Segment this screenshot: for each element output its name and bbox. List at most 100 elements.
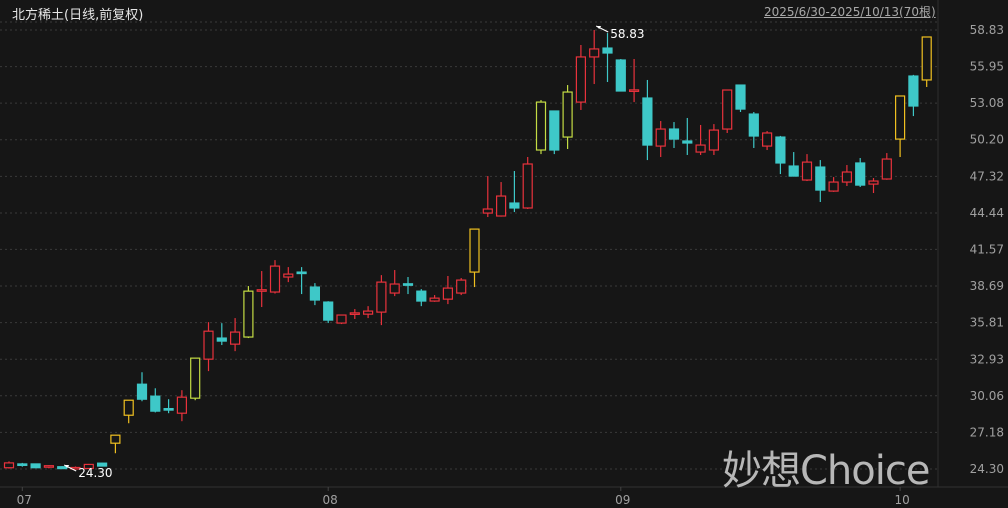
- candle: [402, 277, 414, 295]
- annotation-arrowhead-icon: [64, 465, 70, 468]
- candle: [509, 170, 520, 213]
- candle: [735, 84, 746, 113]
- candle-body: [150, 395, 161, 412]
- candle: [442, 276, 453, 305]
- candle: [323, 301, 334, 324]
- candle-body: [123, 399, 134, 416]
- candle-body: [83, 463, 94, 470]
- candle-body: [256, 289, 267, 292]
- candle: [96, 462, 108, 467]
- candle-body: [575, 56, 587, 103]
- candle-body: [615, 59, 626, 92]
- candle-body: [442, 287, 453, 300]
- candle: [855, 158, 866, 188]
- candle: [695, 124, 706, 155]
- candle-body: [801, 161, 813, 181]
- candle: [682, 117, 693, 155]
- candle-body: [230, 331, 241, 345]
- candle-body: [921, 36, 932, 81]
- candle-body: [402, 283, 414, 286]
- candle-body: [748, 113, 759, 137]
- x-tick-label: 07: [17, 493, 32, 507]
- candle: [190, 357, 201, 401]
- x-tick-label: 08: [323, 493, 338, 507]
- candle: [43, 465, 55, 469]
- candle-body: [761, 132, 773, 147]
- candle-body: [509, 202, 520, 209]
- candle: [150, 388, 161, 413]
- candle-body: [535, 101, 547, 151]
- candle-body: [349, 312, 360, 315]
- candle-body: [3, 462, 15, 469]
- candle-body: [336, 314, 347, 324]
- candle-body: [376, 281, 387, 313]
- candle-body: [323, 301, 334, 321]
- candle: [815, 160, 826, 203]
- candle: [83, 463, 94, 470]
- candle: [176, 390, 187, 422]
- candle: [243, 286, 254, 339]
- candle: [761, 131, 773, 151]
- candle-body: [17, 463, 28, 467]
- y-tick-label: 32.93: [970, 352, 1004, 366]
- candle-body: [682, 140, 693, 144]
- candle: [256, 271, 267, 308]
- candle: [269, 260, 281, 294]
- candle-body: [269, 265, 281, 293]
- y-tick-label: 58.83: [970, 23, 1004, 37]
- candle: [17, 462, 28, 467]
- candle: [602, 33, 613, 82]
- candle: [708, 124, 720, 155]
- candle-body: [110, 434, 121, 444]
- candle-body: [363, 310, 374, 315]
- candle-body: [881, 158, 892, 180]
- candle: [3, 461, 15, 469]
- candle-body: [668, 128, 680, 140]
- candle-body: [482, 208, 493, 214]
- candle: [921, 36, 932, 87]
- candle-body: [589, 48, 600, 58]
- candle: [110, 434, 121, 454]
- x-tick-label: 09: [615, 493, 630, 507]
- candle-body: [562, 91, 573, 138]
- candle-body: [722, 89, 733, 130]
- candle: [389, 270, 400, 297]
- candle: [136, 372, 148, 402]
- candle: [828, 177, 839, 192]
- candle-body: [894, 95, 906, 140]
- candle-body: [283, 273, 294, 278]
- x-tick-label: 10: [894, 493, 909, 507]
- y-tick-label: 30.06: [970, 389, 1004, 403]
- candle-body: [216, 337, 227, 342]
- candle-body: [203, 330, 214, 360]
- candle: [123, 399, 134, 424]
- candle-body: [43, 465, 55, 468]
- candle-body: [868, 180, 879, 185]
- chart-title: 北方稀土(日线,前复权): [12, 8, 144, 23]
- candle: [748, 112, 759, 148]
- candle: [163, 399, 174, 414]
- candle-body: [496, 195, 507, 217]
- candle: [549, 110, 560, 155]
- annotation-label: 58.83: [610, 27, 644, 41]
- candle-body: [389, 283, 400, 294]
- candle: [456, 278, 467, 296]
- candle: [575, 45, 587, 110]
- candle-body: [429, 297, 440, 302]
- date-range-link[interactable]: 2025/6/30-2025/10/13(70根): [764, 5, 936, 19]
- candle: [775, 135, 786, 175]
- candle: [30, 463, 41, 469]
- candle-body: [841, 171, 853, 183]
- candle: [562, 85, 573, 149]
- annotation-arrowhead-icon: [596, 26, 602, 29]
- candle: [642, 79, 653, 161]
- y-tick-label: 38.69: [970, 279, 1004, 293]
- candle: [908, 74, 919, 117]
- candle-body: [735, 84, 746, 110]
- candle-body: [309, 286, 320, 301]
- candle-body: [416, 290, 427, 302]
- candle: [376, 275, 387, 326]
- candle: [881, 153, 892, 180]
- candle: [309, 283, 320, 306]
